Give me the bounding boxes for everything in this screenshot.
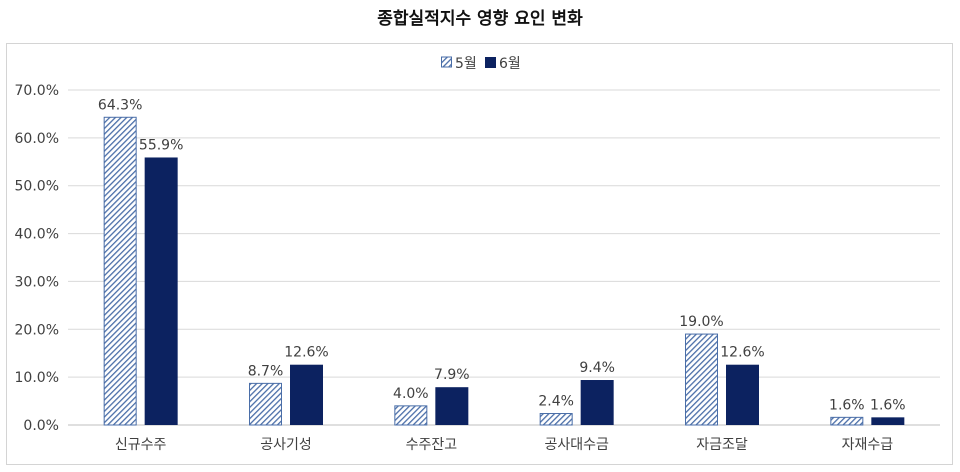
data-label: 55.9% [139,137,183,153]
data-label: 2.4% [538,394,574,410]
data-label: 1.6% [829,397,865,413]
bar-june [580,380,614,425]
bar-may [830,416,864,426]
y-tick-label: 10.0% [15,370,59,386]
bar-may [103,116,137,426]
bar-june [290,364,323,425]
bar-may [394,405,428,426]
y-tick-label: 20.0% [15,322,59,338]
legend-label: 6월 [499,56,521,72]
y-tick-label: 60.0% [15,131,59,147]
data-label: 1.6% [870,397,906,413]
x-tick-label: 자금조달 [696,437,748,453]
bar-may [685,333,718,426]
bar-june [871,417,905,425]
legend-swatch-june [485,57,496,68]
y-tick-label: 40.0% [15,227,59,243]
legend-swatch-may [441,56,452,68]
bar-june [144,157,178,425]
data-label: 8.7% [248,363,284,379]
data-label: 64.3% [98,97,142,113]
y-tick-label: 70.0% [15,83,59,99]
legend-label: 5월 [455,56,477,72]
data-label: 19.0% [679,314,723,330]
x-tick-label: 자재수급 [842,437,894,453]
data-label: 4.0% [393,386,429,402]
y-tick-label: 50.0% [15,179,59,195]
data-label: 12.6% [720,345,764,361]
bar-may [539,413,573,426]
bar-june [726,364,759,425]
data-label: 9.4% [579,360,615,376]
x-tick-label: 수주잔고 [406,437,458,453]
y-tick-label: 0.0% [23,418,59,434]
bar-june [435,387,469,425]
x-tick-label: 신규수주 [115,437,167,453]
chart-title: 종합실적지수 영향 요인 변화 [377,9,583,29]
data-label: 7.9% [434,367,470,383]
x-tick-label: 공사기성 [260,437,312,453]
x-tick-label: 공사대수금 [544,437,609,453]
bar-may [249,382,282,426]
y-tick-label: 30.0% [15,274,59,290]
data-label: 12.6% [284,345,328,361]
chart-frame [6,43,953,465]
